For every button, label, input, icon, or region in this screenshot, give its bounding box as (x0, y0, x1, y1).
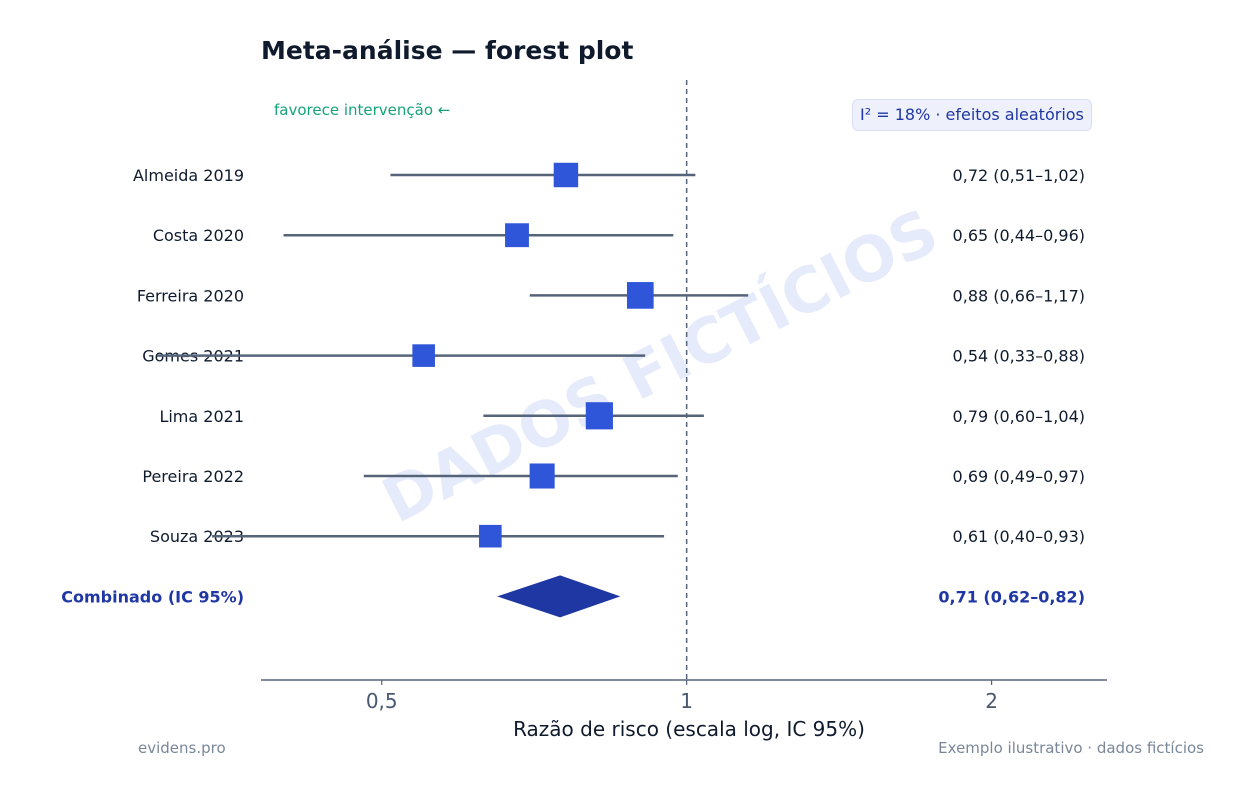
watermark: DADOS FICTÍCIOS (371, 194, 950, 537)
study-estimate-label: 0,54 (0,33–0,88) (953, 347, 1085, 366)
study-estimate-marker (412, 344, 435, 367)
study-estimate-marker (626, 282, 654, 309)
pooled-estimate-label: 0,71 (0,62–0,82) (938, 587, 1085, 606)
study-estimate-marker (553, 162, 579, 188)
x-axis-label: Razão de risco (escala log, IC 95%) (513, 717, 865, 741)
pooled-diamond (497, 575, 621, 618)
footer-disclaimer: Exemplo ilustrativo · dados fictícios (938, 739, 1204, 757)
heterogeneity-badge: I² = 18% · efeitos aleatórios (852, 99, 1092, 131)
study-estimate-label: 0,79 (0,60–1,04) (953, 407, 1085, 426)
study-label: Ferreira 2020 (137, 286, 244, 305)
footer-brand: evidens.pro (138, 739, 226, 757)
study-label: Pereira 2022 (142, 467, 244, 486)
x-tick-label: 1 (680, 689, 693, 713)
study-label: Costa 2020 (153, 226, 244, 245)
x-tick-label: 0,5 (366, 689, 398, 713)
study-label: Lima 2021 (159, 407, 244, 426)
pooled-label: Combinado (IC 95%) (61, 587, 244, 606)
study-estimate-marker (505, 223, 529, 248)
chart-title: Meta-análise — forest plot (261, 36, 634, 65)
study-estimate-label: 0,72 (0,51–1,02) (953, 166, 1085, 185)
favors-intervention-label: favorece intervenção ← (274, 101, 451, 119)
study-label: Souza 2023 (150, 527, 244, 546)
study-estimate-label: 0,88 (0,66–1,17) (953, 286, 1085, 305)
study-estimate-marker (479, 524, 502, 548)
study-estimate-marker (529, 463, 555, 489)
study-label: Almeida 2019 (133, 166, 244, 185)
x-tick-label: 2 (985, 689, 998, 713)
study-estimate-label: 0,69 (0,49–0,97) (953, 467, 1085, 486)
study-estimate-label: 0,61 (0,40–0,93) (953, 527, 1085, 546)
study-estimate-label: 0,65 (0,44–0,96) (953, 226, 1085, 245)
study-estimate-marker (585, 402, 613, 430)
